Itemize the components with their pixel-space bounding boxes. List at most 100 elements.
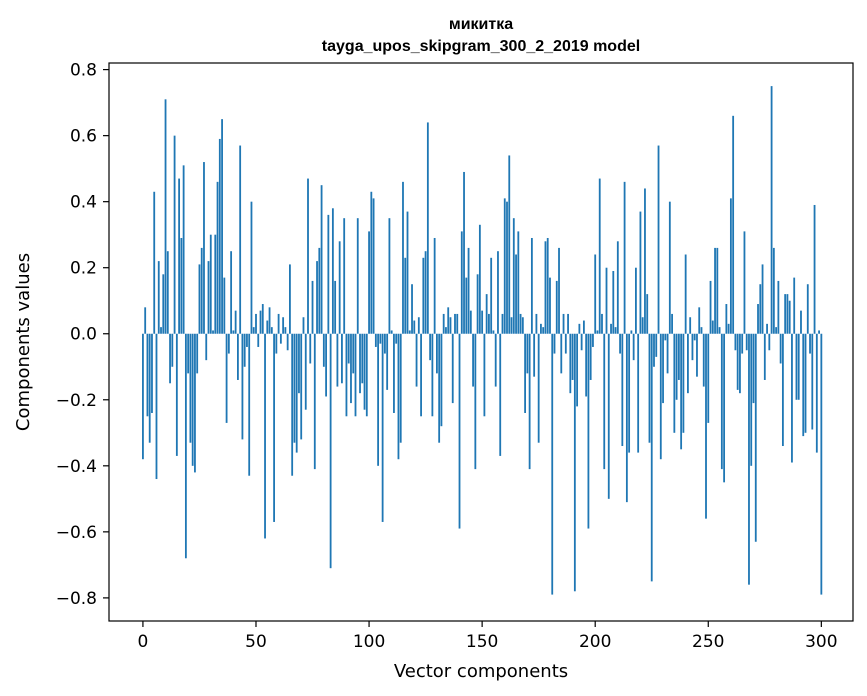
bar: [637, 333, 640, 453]
bar: [388, 218, 391, 334]
bar: [347, 333, 350, 364]
bar: [454, 313, 456, 334]
bar: [273, 333, 275, 522]
bar: [806, 284, 809, 334]
bar: [295, 333, 298, 453]
bar: [512, 218, 515, 334]
bar: [729, 198, 732, 334]
bar: [286, 333, 289, 351]
bar: [578, 323, 581, 334]
bar: [607, 333, 610, 499]
bar: [338, 241, 341, 334]
bar: [510, 317, 513, 334]
bar: [354, 333, 357, 417]
bar: [259, 310, 262, 334]
bar: [284, 327, 287, 334]
bar: [736, 333, 739, 390]
bar: [250, 201, 253, 334]
bar: [612, 271, 615, 334]
bar: [524, 333, 526, 413]
bar: [440, 333, 443, 427]
bar: [255, 313, 257, 334]
bar: [309, 333, 312, 364]
bar: [162, 274, 165, 334]
bar: [689, 317, 692, 334]
bar: [745, 333, 748, 351]
bar: [616, 241, 619, 334]
bar: [458, 333, 461, 529]
bar: [164, 99, 167, 334]
bar: [558, 247, 560, 334]
y-tick-label: 0.4: [70, 193, 97, 213]
bar: [151, 333, 153, 413]
bar: [614, 327, 617, 334]
bar: [804, 333, 807, 433]
bar: [239, 145, 242, 334]
bar: [469, 310, 472, 334]
bar: [307, 178, 309, 334]
bar: [230, 251, 233, 334]
bar: [264, 333, 266, 539]
bar: [189, 333, 192, 443]
x-tick-label: 300: [805, 632, 837, 652]
chart-title: микитка: [449, 16, 513, 33]
bar: [646, 294, 649, 334]
y-axis-label: Components values: [13, 253, 34, 431]
bar: [196, 333, 199, 374]
bar: [797, 333, 800, 400]
bar: [368, 231, 370, 334]
bar: [372, 198, 375, 334]
y-tick-label: −0.2: [56, 391, 97, 411]
bar: [777, 280, 780, 334]
bar: [497, 251, 499, 334]
y-axis: −0.8 −0.6 −0.4 −0.2 0.0 0.2 0.4 0.6 0.8: [56, 61, 109, 609]
x-axis: 0 50 100 150 200 250 300: [138, 621, 838, 652]
bar: [447, 307, 450, 334]
bar: [671, 313, 673, 334]
bar: [374, 333, 377, 347]
x-tick-label: 250: [692, 632, 724, 652]
bar: [503, 198, 506, 334]
bar: [662, 333, 664, 404]
bar: [424, 251, 427, 334]
bar: [218, 138, 221, 334]
bar: [711, 320, 714, 334]
bar: [673, 333, 676, 433]
bar: [628, 333, 631, 453]
bar: [467, 247, 470, 334]
bar: [241, 333, 244, 440]
bar: [169, 333, 171, 384]
chart-subtitle: tayga_upos_skipgram_300_2_2019 model: [322, 38, 640, 55]
bar: [791, 333, 793, 463]
bar: [205, 333, 208, 361]
bar: [320, 185, 323, 334]
bar: [519, 313, 522, 334]
bar: [748, 333, 750, 585]
bar: [415, 333, 418, 387]
bar: [635, 267, 637, 334]
bar: [723, 333, 726, 483]
bar: [732, 115, 735, 334]
bar: [560, 333, 563, 374]
bar: [766, 323, 768, 334]
bar: [781, 333, 784, 447]
bar: [743, 231, 746, 334]
bar: [786, 294, 789, 334]
bar: [696, 333, 698, 377]
bar: [757, 304, 759, 334]
y-tick-label: 0.6: [70, 127, 97, 147]
bar: [476, 274, 479, 334]
bar: [345, 333, 348, 417]
bar: [361, 333, 364, 384]
y-tick-label: −0.6: [56, 523, 97, 543]
bar: [334, 280, 337, 334]
bar: [820, 333, 823, 595]
bar: [677, 333, 680, 380]
bar: [173, 135, 176, 334]
bar: [456, 313, 459, 334]
bar: [460, 231, 463, 334]
bar: [515, 254, 517, 334]
bar: [148, 333, 151, 443]
bar: [166, 251, 169, 334]
bar: [408, 330, 411, 334]
